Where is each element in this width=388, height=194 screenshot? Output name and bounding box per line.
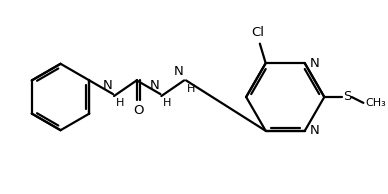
Text: N: N: [173, 65, 183, 78]
Text: N: N: [102, 79, 112, 92]
Text: N: N: [310, 57, 319, 70]
Text: Cl: Cl: [251, 26, 264, 39]
Text: CH₃: CH₃: [365, 98, 386, 108]
Text: N: N: [310, 124, 319, 137]
Text: S: S: [343, 89, 351, 102]
Text: N: N: [150, 79, 159, 92]
Text: O: O: [133, 104, 144, 117]
Text: H: H: [187, 84, 196, 94]
Text: H: H: [163, 98, 171, 108]
Text: H: H: [116, 98, 124, 108]
